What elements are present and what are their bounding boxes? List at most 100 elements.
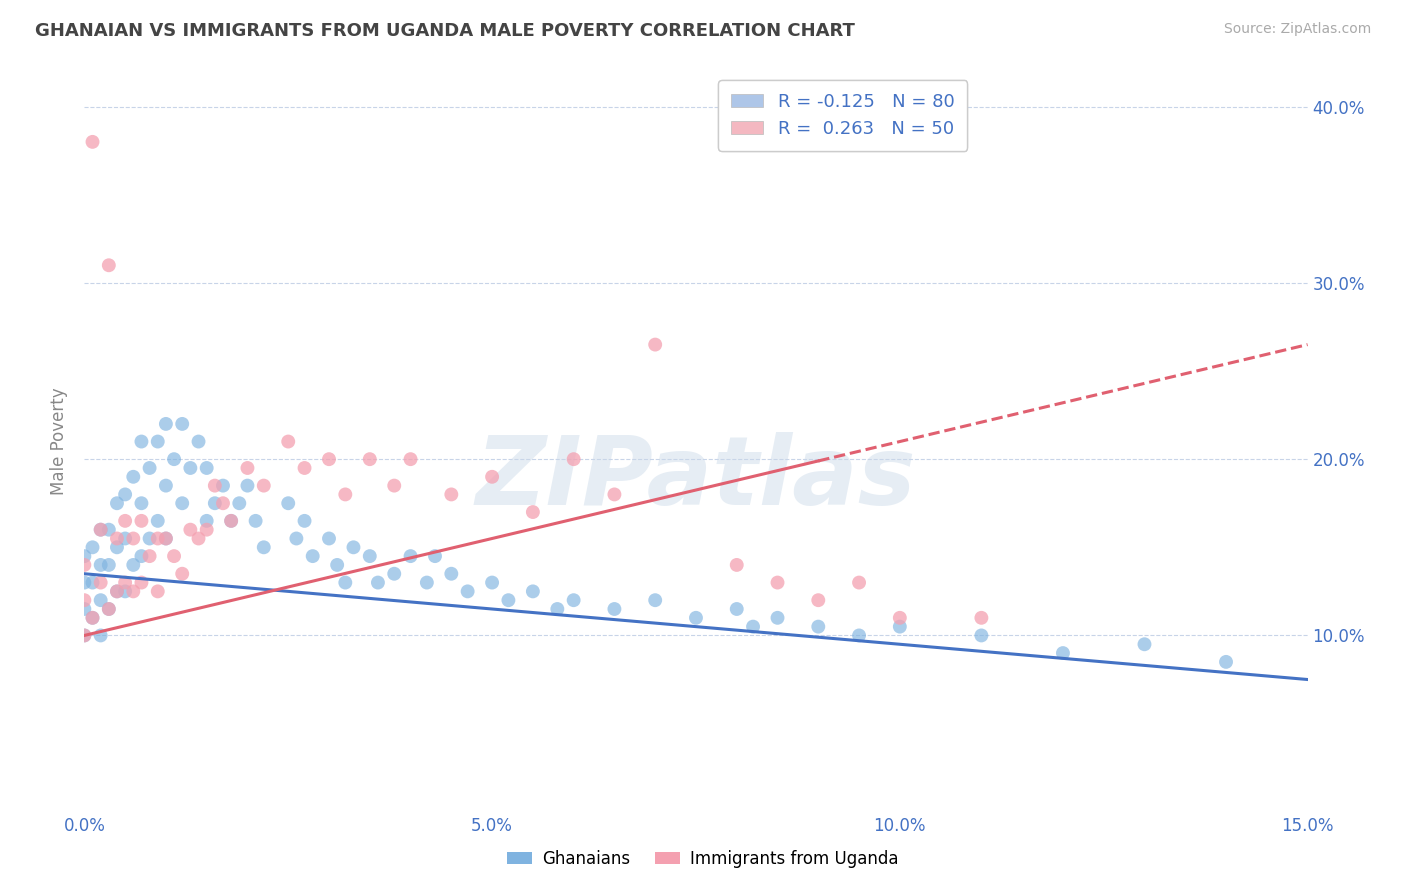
Point <box>163 549 186 563</box>
Point <box>114 532 136 546</box>
Point <box>131 575 153 590</box>
Point <box>114 514 136 528</box>
Text: GHANAIAN VS IMMIGRANTS FROM UGANDA MALE POVERTY CORRELATION CHART: GHANAIAN VS IMMIGRANTS FROM UGANDA MALE … <box>35 22 855 40</box>
Point <box>179 461 201 475</box>
Point <box>318 452 340 467</box>
Point <box>114 575 136 590</box>
Point <box>187 532 209 546</box>
Point <box>73 593 96 607</box>
Point <box>562 452 585 467</box>
Point <box>122 532 145 546</box>
Point <box>82 611 104 625</box>
Point <box>301 549 323 563</box>
Point <box>187 434 209 449</box>
Point <box>138 532 160 546</box>
Point <box>742 619 765 633</box>
Point <box>562 593 585 607</box>
Point <box>163 452 186 467</box>
Point <box>546 602 568 616</box>
Point <box>212 478 235 492</box>
Point <box>82 135 104 149</box>
Point <box>423 549 446 563</box>
Point <box>399 452 422 467</box>
Point <box>90 593 112 607</box>
Point <box>481 470 503 484</box>
Point <box>399 549 422 563</box>
Point <box>105 532 128 546</box>
Point <box>236 478 259 492</box>
Point <box>522 505 544 519</box>
Point <box>367 575 389 590</box>
Point <box>253 478 276 492</box>
Point <box>335 487 357 501</box>
Point <box>277 496 299 510</box>
Point <box>204 478 226 492</box>
Point <box>97 258 120 272</box>
Point <box>90 523 112 537</box>
Point <box>970 628 993 642</box>
Point <box>97 602 120 616</box>
Point <box>725 602 748 616</box>
Point <box>342 541 364 555</box>
Point <box>228 496 250 510</box>
Point <box>90 628 112 642</box>
Point <box>97 558 120 572</box>
Point <box>172 496 194 510</box>
Point <box>294 514 316 528</box>
Point <box>97 602 120 616</box>
Point <box>970 611 993 625</box>
Point <box>382 566 405 581</box>
Point <box>82 541 104 555</box>
Point <box>204 496 226 510</box>
Point <box>73 602 96 616</box>
Point <box>155 532 177 546</box>
Point <box>1215 655 1237 669</box>
Point <box>326 558 349 572</box>
Point <box>82 611 104 625</box>
Point <box>481 575 503 590</box>
Point <box>644 337 666 351</box>
Point <box>440 487 463 501</box>
Point <box>285 532 308 546</box>
Point <box>105 584 128 599</box>
Point <box>766 611 789 625</box>
Point <box>725 558 748 572</box>
Point <box>253 541 276 555</box>
Point <box>155 478 177 492</box>
Point <box>195 523 218 537</box>
Point <box>146 434 169 449</box>
Point <box>172 417 194 431</box>
Point <box>131 496 153 510</box>
Point <box>335 575 357 590</box>
Point <box>73 558 96 572</box>
Legend: Ghanaians, Immigrants from Uganda: Ghanaians, Immigrants from Uganda <box>501 844 905 875</box>
Point <box>807 619 830 633</box>
Point <box>82 575 104 590</box>
Point <box>457 584 479 599</box>
Point <box>172 566 194 581</box>
Point <box>146 532 169 546</box>
Point <box>318 532 340 546</box>
Point <box>848 575 870 590</box>
Point <box>219 514 242 528</box>
Point <box>97 523 120 537</box>
Point <box>212 496 235 510</box>
Point <box>146 584 169 599</box>
Point <box>522 584 544 599</box>
Point <box>131 549 153 563</box>
Point <box>90 575 112 590</box>
Point <box>155 532 177 546</box>
Point <box>294 461 316 475</box>
Point <box>236 461 259 475</box>
Point <box>195 461 218 475</box>
Point <box>105 496 128 510</box>
Point <box>105 541 128 555</box>
Point <box>179 523 201 537</box>
Y-axis label: Male Poverty: Male Poverty <box>51 388 69 495</box>
Point <box>219 514 242 528</box>
Point <box>277 434 299 449</box>
Point <box>440 566 463 581</box>
Point <box>90 558 112 572</box>
Point <box>90 523 112 537</box>
Point <box>498 593 520 607</box>
